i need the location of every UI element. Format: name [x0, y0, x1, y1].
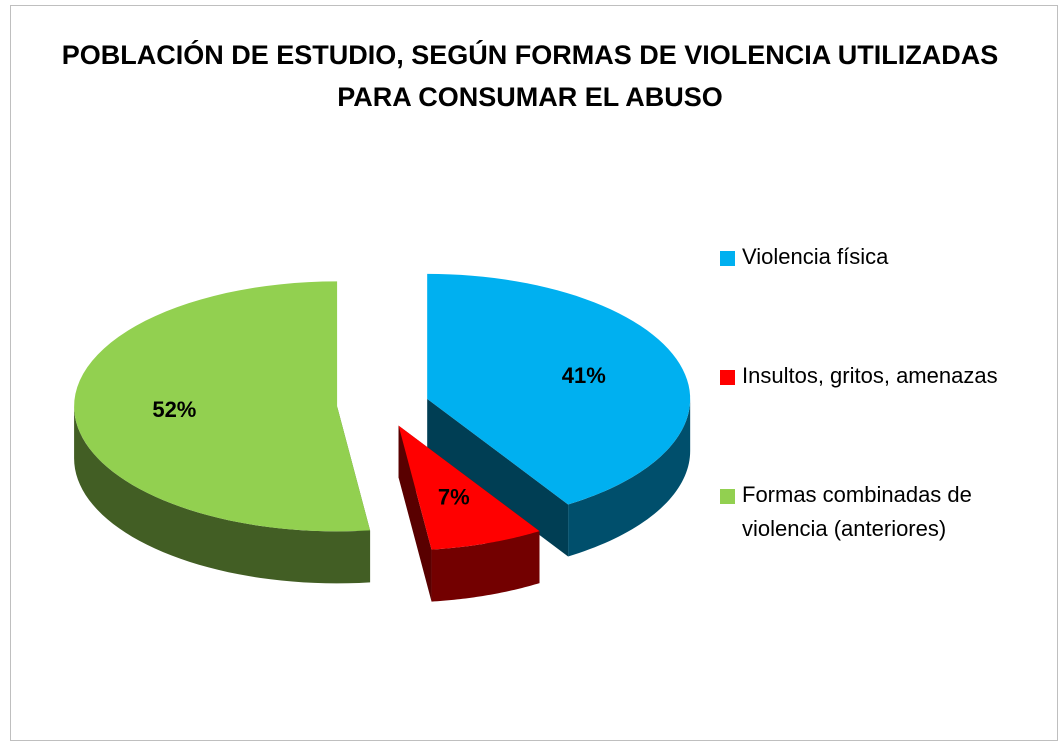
chart-frame [10, 5, 1058, 741]
slice-wall [74, 406, 371, 584]
chart-title: POBLACIÓN DE ESTUDIO, SEGÚN FORMAS DE VI… [61, 40, 999, 112]
legend-item: Insultos, gritos, amenazas [720, 359, 1050, 393]
slice-wall [568, 398, 691, 557]
slice-side [398, 425, 432, 602]
legend: Violencia física Insultos, gritos, amenaz… [720, 240, 1050, 631]
legend-label: Violencia física [742, 244, 889, 269]
slice [398, 425, 540, 550]
legend-label: Insultos, gritos, amenazas [742, 363, 998, 388]
legend-label: Formas combinadas de violencia (anterior… [742, 482, 972, 541]
slice [427, 273, 691, 505]
slice [74, 281, 371, 532]
legend-swatch [720, 489, 735, 504]
legend-item: Formas combinadas de violencia (anterior… [720, 478, 1050, 546]
data-label: 7% [438, 484, 470, 509]
legend-swatch [720, 251, 735, 266]
slice-wall [431, 531, 540, 602]
legend-swatch [720, 370, 735, 385]
data-label: 52% [152, 397, 196, 422]
legend-item: Violencia física [720, 240, 1050, 274]
data-label: 41% [562, 363, 606, 388]
slice-side [427, 398, 569, 557]
